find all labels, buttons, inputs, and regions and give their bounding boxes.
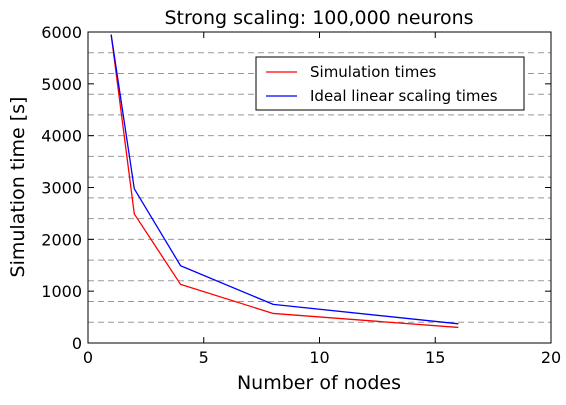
chart-title: Strong scaling: 100,000 neurons xyxy=(164,7,473,29)
y-tick-label-1000: 1000 xyxy=(41,282,82,301)
y-axis-label: Simulation time [s] xyxy=(7,97,29,278)
y-tick-label-0: 0 xyxy=(72,334,82,353)
series-line-simulation-times xyxy=(110,34,459,329)
y-tick-label-3000: 3000 xyxy=(41,179,82,198)
y-tick-label-2000: 2000 xyxy=(41,230,82,249)
x-tick-label-0: 0 xyxy=(83,348,93,367)
y-tick-label-5000: 5000 xyxy=(41,75,82,94)
data-series xyxy=(110,34,459,329)
x-tick-label-10: 10 xyxy=(309,348,329,367)
legend: Simulation times Ideal linear scaling ti… xyxy=(255,56,525,111)
legend-label-ideal-linear-scaling-times: Ideal linear scaling times xyxy=(310,87,498,105)
series-line-ideal-linear-scaling-times xyxy=(110,34,459,325)
x-tick-label-20: 20 xyxy=(541,348,561,367)
legend-label-simulation-times: Simulation times xyxy=(310,63,437,81)
y-tick-label-6000: 6000 xyxy=(41,23,82,42)
axis-ticks: 0 5 10 15 20 0 1000 2000 3000 4000 5000 6000 xyxy=(41,23,561,367)
x-axis-label: Number of nodes xyxy=(237,372,401,394)
x-tick-label-15: 15 xyxy=(425,348,445,367)
legend-box xyxy=(255,56,525,111)
y-tick-label-4000: 4000 xyxy=(41,127,82,146)
x-tick-label-5: 5 xyxy=(199,348,209,367)
